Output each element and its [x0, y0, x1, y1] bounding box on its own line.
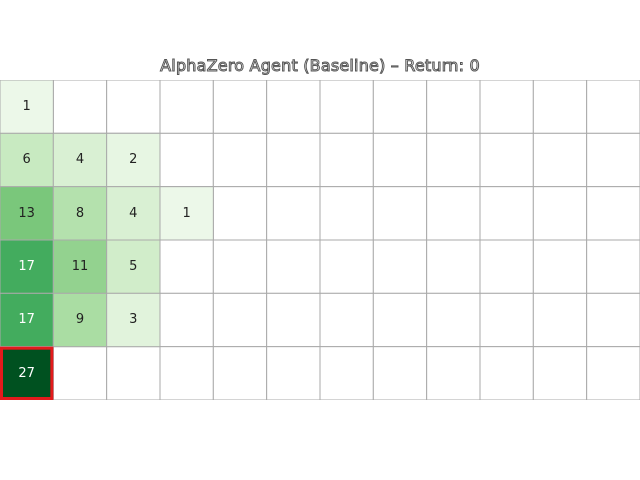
visit-count-label: 27: [18, 365, 35, 381]
visit-count-label: 17: [18, 259, 35, 275]
grid-cell: [372, 186, 428, 241]
visit-count-label: 11: [71, 259, 89, 275]
grid-cell: [479, 186, 534, 241]
grid-cell: [372, 239, 428, 294]
visit-count-cell: [106, 132, 161, 188]
grid-cell: [266, 292, 321, 348]
visit-count-label: 5: [129, 259, 138, 275]
visit-count-cell: [159, 186, 214, 241]
grid-cell: [586, 186, 640, 241]
visit-count-label: 2: [129, 152, 138, 168]
grid-cell: [52, 80, 108, 134]
grid-cell: [479, 239, 534, 294]
visit-count-label: 4: [75, 152, 85, 168]
grid-cell: [479, 292, 534, 348]
visit-count-label: 13: [18, 205, 35, 221]
grid-cell: [212, 80, 268, 134]
visit-count-cell: [52, 186, 108, 241]
grid-cell: [266, 346, 321, 400]
grid-cell: [212, 346, 268, 400]
grid-cell: [479, 80, 534, 134]
grid-cell: [212, 292, 268, 348]
grid-cell: [532, 80, 588, 134]
grid-cell: [159, 80, 214, 134]
grid-cell: [266, 80, 321, 134]
visit-count-label: 17: [18, 312, 35, 328]
visit-count-cell: [106, 292, 161, 348]
grid-canvas: [0, 80, 640, 400]
visit-count-cell: [0, 239, 54, 294]
visit-count-label: 6: [22, 152, 31, 168]
visit-count-label: 3: [129, 312, 138, 328]
visit-count-cell: [52, 239, 108, 294]
grid-cell: [159, 239, 214, 294]
grid-cell: [212, 186, 268, 241]
grid-cell: [319, 132, 374, 188]
grid-cell: [106, 80, 161, 134]
grid-cell: [532, 292, 588, 348]
grid-cell: [319, 80, 374, 134]
board-title: AlphaZero Agent (Baseline) – Return: 0: [160, 56, 480, 76]
grid-cell: [586, 239, 640, 294]
grid-cell: [586, 80, 640, 134]
grid-cell: [586, 132, 640, 188]
grid-cell: [266, 186, 321, 241]
grid-cell: [212, 132, 268, 188]
grid-cell: [372, 132, 428, 188]
grid-cell: [372, 292, 428, 348]
grid-cell: [159, 346, 214, 400]
grid-cell: [266, 239, 321, 294]
grid-cell: [532, 186, 588, 241]
grid-cell: [159, 292, 214, 348]
visit-count-label: 1: [182, 205, 191, 221]
visit-count-label: 9: [75, 312, 85, 328]
grid-cell: [426, 186, 481, 241]
grid-cell: [212, 239, 268, 294]
grid-cell: [159, 132, 214, 188]
grid-cell: [426, 80, 481, 134]
visit-count-cell: [0, 292, 54, 348]
grid-cell: [426, 132, 481, 188]
visit-count-grid: 1 6 4 2 13 8 4 1 17 11 5 17 9 3 27: [0, 80, 640, 400]
grid-cell: [426, 292, 481, 348]
grid-cell: [586, 346, 640, 400]
visit-count-cell: [52, 132, 108, 188]
grid-cell: [319, 292, 374, 348]
grid-cell: [426, 239, 481, 294]
visit-count-label: 1: [22, 99, 31, 115]
grid-cell: [532, 346, 588, 400]
grid-cell: [586, 292, 640, 348]
grid-cell: [479, 346, 534, 400]
grid-cell: [319, 239, 374, 294]
visit-count-cell: [106, 186, 161, 241]
visit-count-label: 4: [129, 205, 138, 221]
grid-cell: [106, 346, 161, 400]
grid-cell: [532, 132, 588, 188]
grid-cell: [319, 346, 374, 400]
grid-cell: [372, 80, 428, 134]
grid-cell: [319, 186, 374, 241]
visit-count-label: 8: [75, 205, 85, 221]
grid-cell: [266, 132, 321, 188]
grid-cell: [372, 346, 428, 400]
agent-position-marker: [0, 346, 54, 400]
grid-cell: [532, 239, 588, 294]
grid-cell: [479, 132, 534, 188]
grid-cell: [52, 346, 108, 400]
grid-cell: [426, 346, 481, 400]
visit-count-cell: [52, 292, 108, 348]
